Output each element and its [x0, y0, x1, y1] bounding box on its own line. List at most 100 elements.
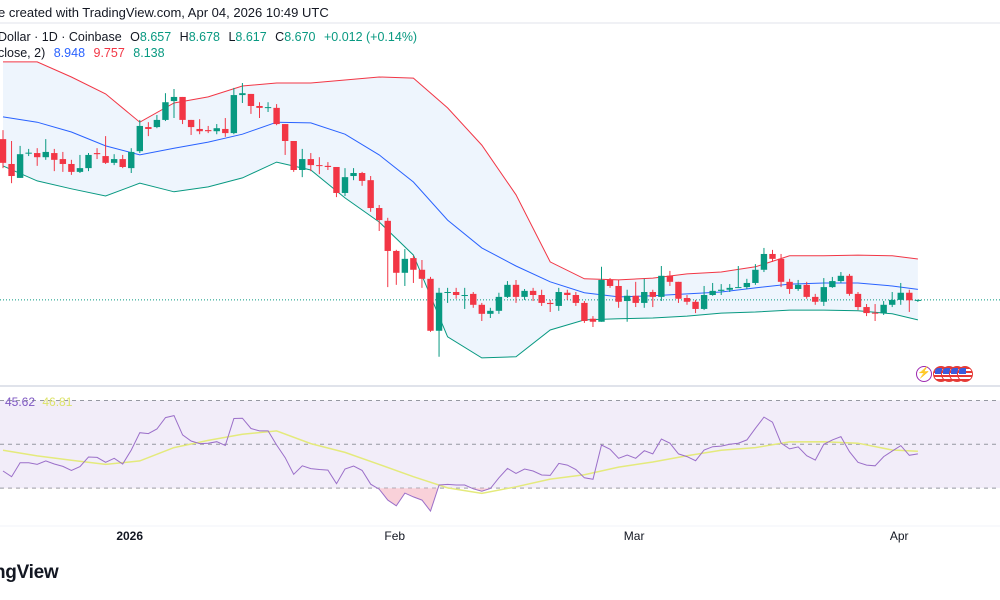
candle-body — [692, 301, 699, 309]
candle-body — [59, 159, 67, 164]
candle — [666, 270, 674, 286]
candle-body — [794, 284, 802, 289]
candle-body — [85, 154, 92, 169]
candle-body — [8, 163, 15, 177]
candle — [854, 291, 862, 311]
candle — [726, 284, 733, 292]
candle-body — [68, 163, 75, 172]
candle — [829, 276, 836, 288]
candle — [581, 301, 588, 323]
candle-body — [461, 295, 468, 297]
candle-body — [333, 166, 340, 193]
symbol-label[interactable]: Dollar · 1D · Coinbase — [0, 30, 122, 44]
tradingview-logo[interactable]: ngView — [0, 562, 59, 583]
candle-body — [649, 291, 656, 297]
candle — [299, 148, 306, 178]
candle — [521, 288, 528, 300]
candle-body — [239, 93, 246, 96]
candle-body — [812, 296, 819, 302]
candle-body — [863, 307, 870, 314]
candle-body — [153, 119, 161, 128]
candle-body — [179, 96, 186, 120]
candle — [128, 148, 135, 174]
bollinger-upper-value: 9.757 — [93, 46, 125, 60]
candle-body — [658, 275, 665, 297]
candle-body — [341, 177, 349, 193]
candle — [897, 282, 904, 305]
candle — [179, 96, 186, 125]
candle-body — [76, 168, 84, 172]
candle-body — [709, 290, 716, 296]
price-pane[interactable] — [0, 61, 1000, 359]
candle-body — [281, 124, 289, 142]
candle-body — [384, 220, 391, 251]
candle-body — [769, 253, 776, 259]
candle — [281, 124, 289, 155]
candle-body — [700, 295, 708, 309]
candle-body — [718, 289, 725, 291]
candle — [760, 247, 768, 273]
candle-body — [316, 165, 323, 167]
candle — [230, 87, 238, 135]
candle-body — [410, 258, 417, 270]
candle-body — [393, 250, 400, 273]
bollinger-label[interactable]: close, 2) — [0, 46, 46, 60]
candle — [68, 159, 75, 175]
candle — [34, 148, 41, 166]
candle — [264, 102, 272, 113]
candle — [606, 278, 614, 288]
candle — [495, 292, 503, 314]
candle — [871, 304, 879, 321]
candle-body — [572, 295, 580, 303]
candle — [906, 289, 913, 312]
rsi-value: 45.62 — [5, 395, 36, 409]
bollinger-lower-value: 8.138 — [133, 46, 165, 60]
candle — [410, 255, 417, 283]
rsi-pane[interactable] — [0, 400, 1000, 513]
candle — [119, 154, 126, 169]
candle-body — [829, 281, 836, 288]
candle — [136, 119, 143, 154]
candle-body — [777, 258, 785, 282]
candle-body — [187, 119, 195, 128]
candle-body — [470, 293, 477, 305]
candle — [615, 279, 622, 308]
candle — [769, 249, 776, 262]
rsi-ma-line — [2, 430, 918, 495]
candle — [889, 291, 896, 308]
candle-body — [34, 153, 41, 158]
candle — [743, 278, 751, 289]
lightning-icon[interactable]: ⚡ — [916, 366, 932, 382]
candle — [16, 145, 24, 178]
rsi-line — [2, 415, 918, 513]
candle — [598, 266, 605, 322]
rsi-legend: 45.62 46.81 — [5, 395, 72, 409]
candle-body — [914, 299, 922, 301]
candle-body — [846, 275, 853, 294]
candle-body — [350, 173, 357, 177]
candle — [735, 266, 742, 289]
candle — [632, 281, 639, 308]
candle — [623, 289, 631, 322]
candle-body — [16, 154, 24, 178]
candle — [393, 249, 400, 285]
us-flag-icon[interactable] — [957, 366, 973, 382]
candle — [239, 83, 246, 103]
low-value: L8.617 — [228, 30, 267, 44]
candle — [333, 166, 340, 198]
candle-body — [803, 284, 810, 297]
candle — [914, 299, 922, 302]
high-value: H8.678 — [179, 30, 220, 44]
candle-body — [42, 151, 49, 158]
candle — [777, 253, 785, 288]
bollinger-band-fill — [3, 61, 918, 358]
candle — [162, 93, 169, 122]
candle-body — [196, 128, 203, 132]
candle — [487, 307, 494, 318]
candle — [444, 287, 451, 303]
candle-body — [264, 107, 272, 109]
candle-body — [444, 291, 451, 293]
candle — [547, 299, 554, 312]
candle-body — [145, 127, 152, 129]
